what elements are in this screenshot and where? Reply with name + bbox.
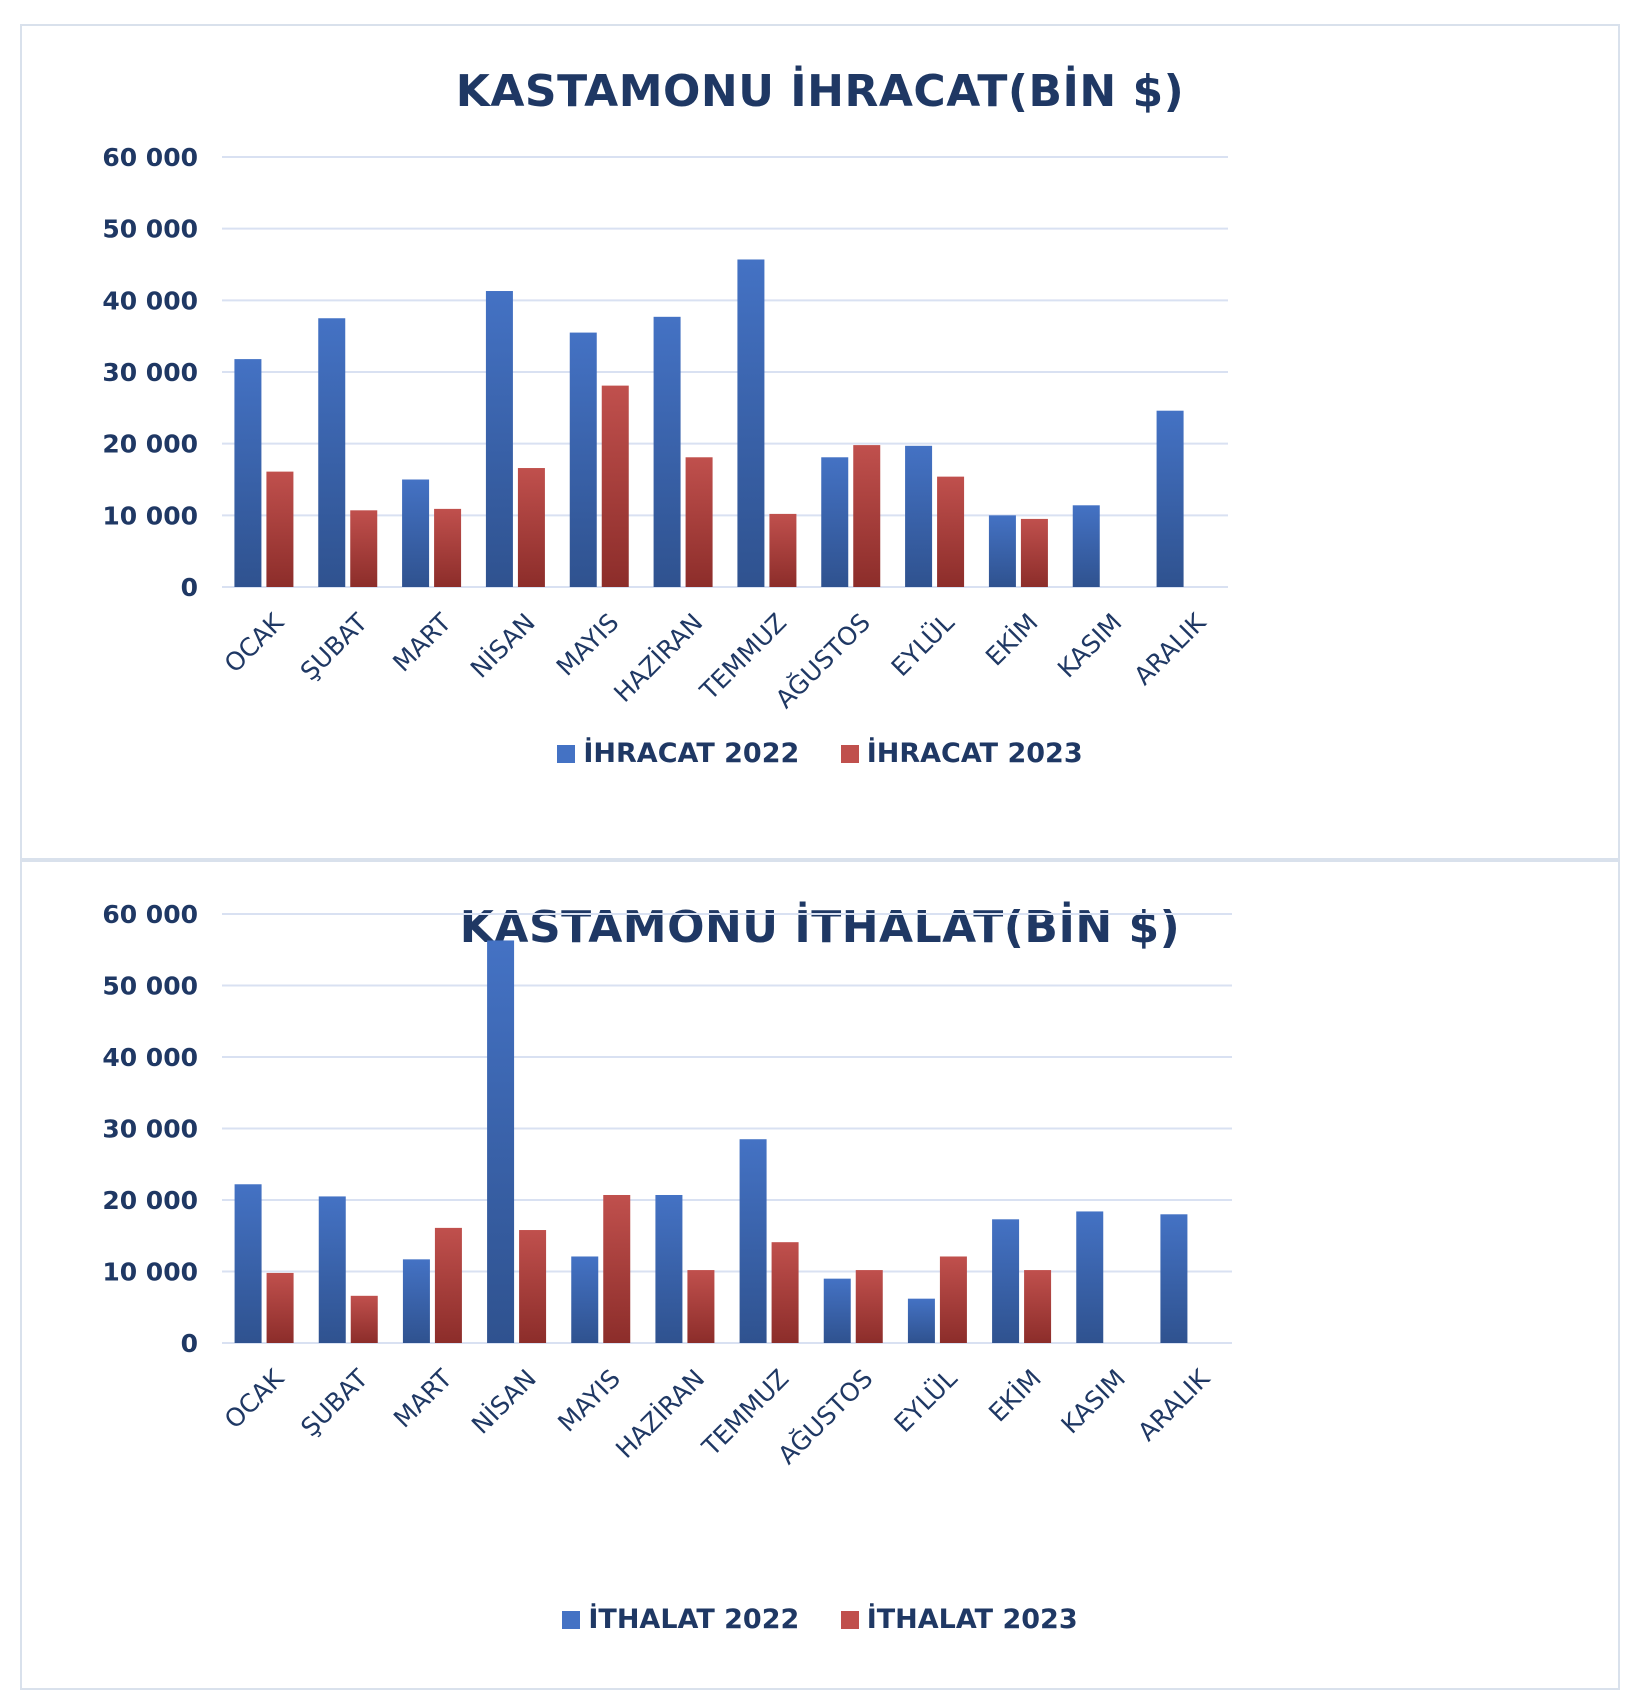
x-tick-label: EYLÜL	[888, 1364, 962, 1438]
legend-item-2022: İHRACAT 2022	[557, 738, 799, 769]
chart-title: KASTAMONU İHRACAT(BİN $)	[455, 66, 1185, 117]
x-tick-label: NİSAN	[465, 608, 541, 684]
bar-2022-aralik	[1160, 1214, 1188, 1343]
bar-2023-ocak	[266, 471, 294, 587]
bar-2022-şubat	[318, 318, 346, 587]
x-tick-label: EYLÜL	[886, 608, 960, 682]
bar-2023-temmuz	[771, 1242, 799, 1343]
y-tick-label: 60 000	[102, 143, 198, 172]
bar-2022-ni̇san	[487, 940, 515, 1343]
bar-2022-eki̇m	[992, 1219, 1020, 1343]
chart-legend: İTHALAT 2022 İTHALAT 2023	[22, 1604, 1618, 1635]
x-tick-label: OCAK	[219, 1363, 290, 1434]
bar-2023-şubat	[350, 1295, 378, 1343]
bar-2022-ağustos	[821, 457, 849, 587]
bar-2022-mart	[402, 479, 430, 587]
bar-2022-ni̇san	[485, 291, 513, 587]
bar-2023-şubat	[350, 510, 378, 587]
y-tick-label: 10 000	[102, 1258, 198, 1287]
bar-2022-ocak	[234, 359, 262, 587]
legend-swatch-2023	[840, 1611, 859, 1629]
bar-2022-eylül	[907, 1298, 935, 1343]
bar-2023-mart	[434, 508, 462, 587]
import-chart-panel: KASTAMONU İTHALAT(BİN $) 60 000 50 000 40 …	[20, 860, 1620, 1690]
bar-2022-kasim	[1076, 1211, 1104, 1343]
y-tick-label: 30 000	[102, 1115, 198, 1144]
x-tick-label: MAYIS	[552, 1364, 626, 1438]
bar-2022-aralik	[1156, 410, 1184, 587]
legend-label-2022: İTHALAT 2022	[588, 1604, 800, 1635]
x-tick-label: ARALIK	[1128, 607, 1211, 690]
bar-2023-eylül	[939, 1256, 967, 1343]
bar-2023-mayis	[603, 1194, 631, 1343]
bar-2023-ocak	[266, 1272, 294, 1343]
y-tick-label: 40 000	[102, 1043, 198, 1072]
bar-2023-temmuz	[769, 513, 797, 587]
export-chart-panel: KASTAMONU İHRACAT(BİN $) 60 000 50 000 40 …	[20, 24, 1620, 860]
bar-2022-ağustos	[823, 1278, 851, 1343]
bar-2022-hazi̇ran	[655, 1194, 683, 1343]
bar-2023-ağustos	[855, 1270, 883, 1343]
y-tick-label: 20 000	[102, 430, 198, 459]
legend-item-2022: İTHALAT 2022	[562, 1604, 799, 1635]
bar-2023-eki̇m	[1020, 518, 1048, 587]
y-tick-label: 0	[181, 573, 198, 602]
y-tick-label: 0	[181, 1329, 198, 1358]
y-tick-label: 20 000	[102, 1186, 198, 1215]
bar-2023-mayis	[601, 385, 629, 587]
x-tick-label: MAYIS	[551, 608, 625, 682]
x-tick-label: HAZİRAN	[610, 1364, 710, 1464]
bar-2023-eki̇m	[1024, 1270, 1052, 1343]
bar-2022-hazi̇ran	[653, 316, 681, 587]
legend-swatch-2023	[840, 745, 859, 763]
bar-2023-mart	[434, 1227, 462, 1343]
import-chart-plot: 60 000 50 000 40 000 30 000 20 000 10 000 0 OCA…	[102, 900, 1232, 1470]
bar-2022-eylül	[905, 445, 933, 587]
x-tick-label: ŞUBAT	[295, 607, 374, 686]
legend-swatch-2022	[557, 745, 576, 763]
bar-2022-kasim	[1072, 505, 1100, 587]
bar-2023-ni̇san	[519, 1230, 547, 1343]
legend-item-2023: İHRACAT 2023	[840, 738, 1083, 769]
bar-2022-temmuz	[737, 259, 765, 587]
y-tick-label: 60 000	[102, 900, 198, 929]
bar-2023-ni̇san	[517, 468, 545, 587]
bar-2022-ocak	[234, 1184, 262, 1343]
y-tick-label: 40 000	[102, 286, 198, 315]
bar-2023-eylül	[937, 476, 965, 587]
bar-2022-mayis	[569, 332, 597, 587]
x-tick-label: OCAK	[219, 607, 290, 678]
legend-swatch-2022	[562, 1611, 581, 1629]
legend-item-2023: İTHALAT 2023	[840, 1604, 1078, 1635]
x-tick-label: NİSAN	[466, 1364, 542, 1440]
x-tick-label: EKİM	[980, 608, 1044, 672]
x-tick-label: KASIM	[1052, 608, 1128, 684]
bar-2022-mart	[402, 1259, 430, 1343]
bar-2023-hazi̇ran	[687, 1270, 715, 1343]
chart-title: KASTAMONU İTHALAT(BİN $)	[459, 902, 1181, 953]
bar-2022-mayis	[571, 1256, 599, 1343]
y-tick-label: 50 000	[102, 215, 198, 244]
bar-2022-şubat	[318, 1196, 346, 1343]
x-tick-label: ŞUBAT	[295, 1363, 374, 1442]
x-tick-label: MART	[387, 607, 457, 677]
y-tick-label: 30 000	[102, 358, 198, 387]
bar-2023-hazi̇ran	[685, 457, 713, 587]
legend-label-2023: İTHALAT 2023	[866, 1604, 1078, 1635]
legend-label-2023: İHRACAT 2023	[866, 738, 1083, 769]
bar-2022-eki̇m	[988, 515, 1016, 587]
chart-legend: İHRACAT 2022 İHRACAT 2023	[22, 738, 1618, 769]
x-tick-label: ARALIK	[1132, 1363, 1215, 1446]
export-chart-plot: 60 000 50 000 40 000 30 000 20 000 10 000 0 OCA…	[102, 143, 1228, 714]
x-tick-label: KASIM	[1055, 1364, 1131, 1440]
bar-2022-temmuz	[739, 1139, 767, 1343]
x-tick-label: MART	[388, 1363, 458, 1433]
x-tick-label: EKİM	[983, 1364, 1047, 1428]
x-tick-label: HAZİRAN	[608, 608, 708, 708]
y-tick-label: 50 000	[102, 972, 198, 1001]
legend-label-2022: İHRACAT 2022	[583, 738, 800, 769]
y-tick-label: 10 000	[102, 501, 198, 530]
bar-2023-ağustos	[853, 445, 881, 587]
